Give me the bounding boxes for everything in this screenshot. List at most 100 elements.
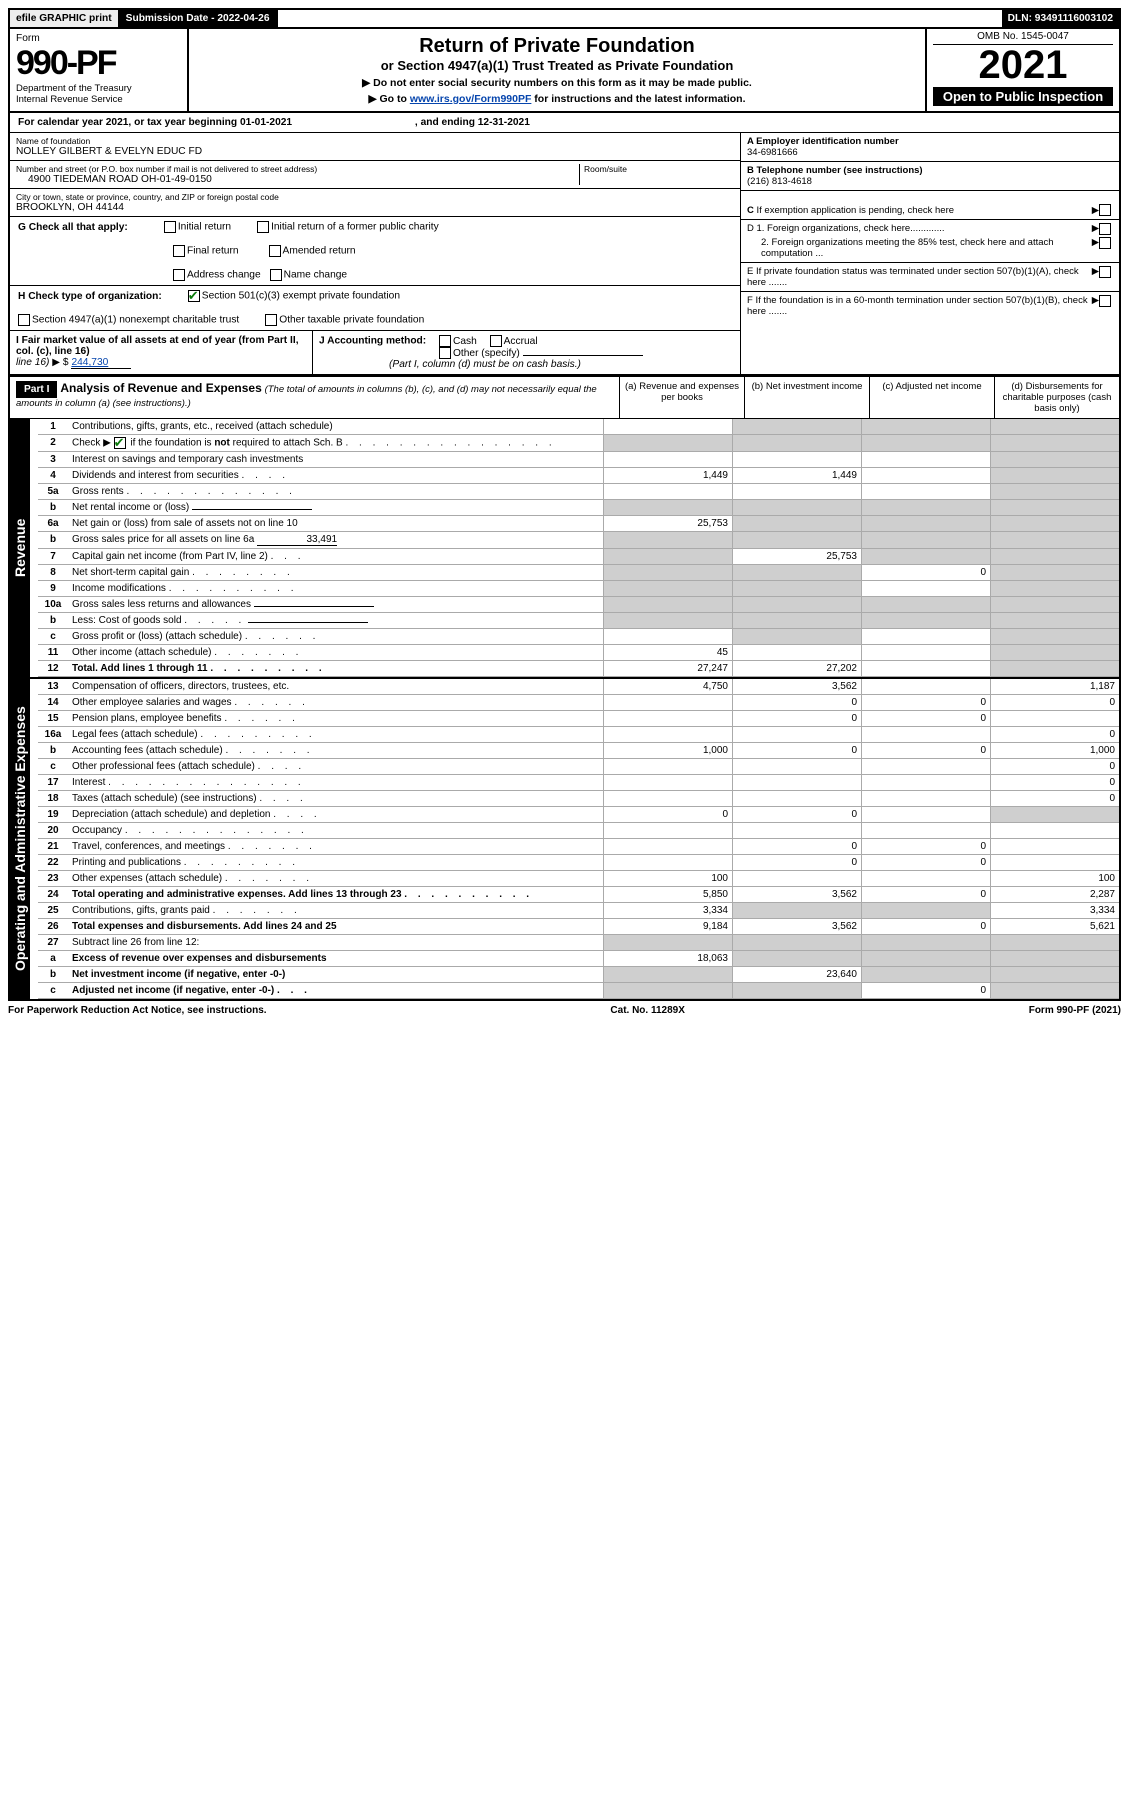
cell-d [991,419,1120,435]
e-checkbox[interactable] [1099,266,1111,278]
col-d-header: (d) Disbursements for charitable purpose… [994,377,1119,418]
cell-c [862,629,991,645]
row-number: 13 [38,679,68,695]
row-number: 18 [38,791,68,807]
row-number: 9 [38,581,68,597]
cell-c: 0 [862,919,991,935]
cell-c [862,597,991,613]
calendar-year-line: For calendar year 2021, or tax year begi… [10,113,1119,133]
fmv-value-link[interactable]: 244,730 [71,357,131,369]
cell-b: 3,562 [733,919,862,935]
row-number: c [38,759,68,775]
row-label: Gross profit or (loss) (attach schedule)… [68,629,604,645]
cell-a [604,581,733,597]
table-row: 19Depreciation (attach schedule) and dep… [38,807,1119,823]
cell-a [604,419,733,435]
amended-return-checkbox[interactable] [269,245,281,257]
cell-a: 1,000 [604,743,733,759]
cell-b [733,983,862,999]
cell-a [604,549,733,565]
c-checkbox[interactable] [1099,204,1111,216]
row-number: 3 [38,452,68,468]
row-label: Net investment income (if negative, ente… [68,967,604,983]
table-row: cOther professional fees (attach schedul… [38,759,1119,775]
cell-a [604,935,733,951]
expenses-side-label: Operating and Administrative Expenses [10,679,30,999]
row-number: b [38,743,68,759]
row-number: b [38,967,68,983]
cell-d: 1,000 [991,743,1120,759]
table-row: 22Printing and publications . . . . . . … [38,855,1119,871]
cell-a [604,435,733,452]
efile-label[interactable]: efile GRAPHIC print [10,10,120,27]
cell-d [991,500,1120,516]
form-word: Form [16,33,181,44]
other-taxable-checkbox[interactable] [265,314,277,326]
cell-d [991,645,1120,661]
cell-b: 0 [733,695,862,711]
name-change-checkbox[interactable] [270,269,282,281]
cell-b: 25,753 [733,549,862,565]
header-note1: ▶ Do not enter social security numbers o… [195,77,919,89]
4947a1-checkbox[interactable] [18,314,30,326]
i-j-row: I Fair market value of all assets at end… [10,331,740,374]
cell-c: 0 [862,855,991,871]
header-note2: ▶ Go to www.irs.gov/Form990PF for instru… [195,93,919,105]
header-mid: Return of Private Foundation or Section … [189,29,925,111]
cell-d [991,823,1120,839]
row-label: Interest . . . . . . . . . . . . . . . [68,775,604,791]
f-checkbox[interactable] [1099,295,1111,307]
foundation-name: NOLLEY GILBERT & EVELYN EDUC FD [16,146,734,157]
cell-c: 0 [862,565,991,581]
d2-checkbox[interactable] [1099,237,1111,249]
footer-mid: Cat. No. 11289X [610,1005,684,1016]
row-number: c [38,629,68,645]
row-number: 24 [38,887,68,903]
cell-b [733,613,862,629]
table-row: 7Capital gain net income (from Part IV, … [38,549,1119,565]
initial-return-checkbox[interactable] [164,221,176,233]
cell-b [733,419,862,435]
row-label: Other professional fees (attach schedule… [68,759,604,775]
cell-c: 0 [862,711,991,727]
table-row: 17Interest . . . . . . . . . . . . . . .… [38,775,1119,791]
cell-b: 3,562 [733,887,862,903]
other-method-checkbox[interactable] [439,347,451,359]
table-row: 16aLegal fees (attach schedule) . . . . … [38,727,1119,743]
cell-c [862,759,991,775]
cell-a [604,983,733,999]
row-label: Other expenses (attach schedule) . . . .… [68,871,604,887]
accrual-checkbox[interactable] [490,335,502,347]
cell-b [733,871,862,887]
row-label: Total operating and administrative expen… [68,887,604,903]
row-label: Occupancy . . . . . . . . . . . . . . [68,823,604,839]
cell-d [991,597,1120,613]
cash-checkbox[interactable] [439,335,451,347]
address-change-checkbox[interactable] [173,269,185,281]
row-label: Other employee salaries and wages . . . … [68,695,604,711]
row-number: c [38,983,68,999]
schb-checkbox[interactable] [114,437,126,449]
expenses-table: 13Compensation of officers, directors, t… [38,679,1119,999]
cell-c [862,549,991,565]
cell-d [991,468,1120,484]
cell-a [604,711,733,727]
open-inspection: Open to Public Inspection [933,87,1113,106]
table-row: bGross sales price for all assets on lin… [38,532,1119,549]
cell-a: 45 [604,645,733,661]
cell-b: 1,449 [733,468,862,484]
cell-b [733,727,862,743]
form990pf-link[interactable]: www.irs.gov/Form990PF [410,93,532,105]
row-label: Total. Add lines 1 through 11 . . . . . … [68,661,604,677]
final-return-checkbox[interactable] [173,245,185,257]
table-row: 18Taxes (attach schedule) (see instructi… [38,791,1119,807]
row-label: Interest on savings and temporary cash i… [68,452,604,468]
cell-b [733,565,862,581]
d1-checkbox[interactable] [1099,223,1111,235]
c-label: If exemption application is pending, che… [757,205,955,216]
cell-b [733,935,862,951]
row-number: 25 [38,903,68,919]
row-number: b [38,613,68,629]
former-public-checkbox[interactable] [257,221,269,233]
501c3-checkbox[interactable] [188,290,200,302]
